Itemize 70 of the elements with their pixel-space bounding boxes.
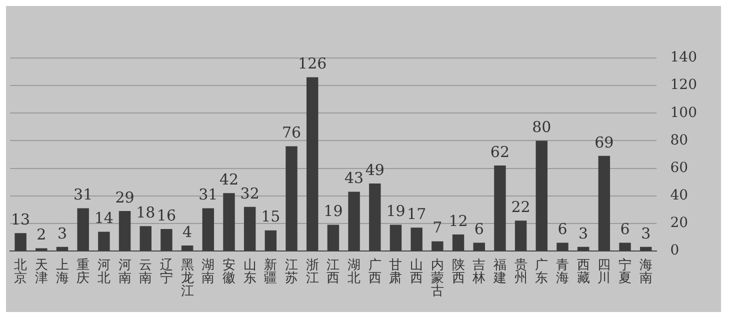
data-label: 14 <box>94 209 114 228</box>
data-label: 32 <box>240 184 260 202</box>
x-tick-label: 陕西 <box>452 258 465 286</box>
x-tick-label: 湖南 <box>202 258 215 286</box>
x-tick-label: 海南 <box>639 258 652 286</box>
y-tick-label: 80 <box>670 132 688 148</box>
x-tick-label: 黑龙江 <box>180 258 194 299</box>
data-label: 6 <box>474 220 484 238</box>
x-tick-label: 重庆 <box>76 258 90 286</box>
data-label: 2 <box>36 226 46 244</box>
x-tick-label: 浙江 <box>306 258 319 286</box>
data-label: 3 <box>578 224 588 242</box>
data-label: 42 <box>219 170 239 188</box>
data-label: 29 <box>115 188 134 206</box>
x-tick-label: 河北 <box>97 258 110 286</box>
x-tick-label: 北京 <box>14 258 28 286</box>
data-label: 43 <box>344 169 364 188</box>
x-tick-label: 江苏 <box>285 258 298 286</box>
x-tick-label: 青海 <box>556 258 569 286</box>
x-tick-label: 云南 <box>139 258 152 286</box>
y-tick-label: 0 <box>670 242 680 259</box>
data-label: 31 <box>198 186 218 204</box>
x-tick-label: 安徽 <box>222 256 236 286</box>
x-tick-label: 广西 <box>368 258 382 286</box>
data-label: 15 <box>261 208 280 226</box>
data-label: 76 <box>282 124 302 142</box>
data-label: 6 <box>620 220 630 238</box>
x-tick-label: 四川 <box>598 258 611 286</box>
y-tick-label: 40 <box>670 188 688 204</box>
data-label: 17 <box>407 204 426 223</box>
x-tick-label: 内蒙古 <box>430 258 444 299</box>
x-tick-label: 上海 <box>56 258 69 286</box>
data-label: 13 <box>11 210 30 228</box>
data-label: 12 <box>448 212 468 230</box>
data-label: 7 <box>432 218 442 237</box>
data-label: 49 <box>365 160 384 179</box>
x-tick-label: 天津 <box>34 258 48 286</box>
x-tick-label: 江西 <box>326 258 340 286</box>
data-label: 69 <box>594 133 614 152</box>
y-tick-label: 120 <box>670 77 698 94</box>
x-tick-label: 山东 <box>243 258 256 286</box>
x-tick-label: 贵州 <box>514 258 528 286</box>
data-label: 6 <box>558 220 568 238</box>
data-label: 3 <box>57 224 68 242</box>
data-label: 62 <box>490 142 510 161</box>
data-label: 22 <box>511 198 530 216</box>
x-tick-label: 山西 <box>410 258 424 286</box>
x-tick-label: 甘肃 <box>389 258 402 286</box>
y-tick-label: 100 <box>670 104 698 121</box>
data-label: 16 <box>156 206 176 224</box>
x-tick-label: 河南 <box>118 258 132 286</box>
x-tick-label: 宁夏 <box>618 256 632 286</box>
x-tick-label: 西藏 <box>576 258 590 286</box>
x-tick-label: 广东 <box>535 258 548 286</box>
x-tick-label: 新疆 <box>264 258 278 286</box>
data-label: 18 <box>136 204 156 222</box>
y-tick-label: 20 <box>670 215 688 232</box>
data-label: 19 <box>386 202 406 220</box>
data-label: 19 <box>324 202 343 220</box>
x-tick-label: 福建 <box>492 258 506 286</box>
data-label: 4 <box>182 222 192 241</box>
data-label: 126 <box>298 54 327 73</box>
data-label: 3 <box>641 224 651 242</box>
x-tick-label: 辽宁 <box>160 258 173 286</box>
x-tick-label: 吉林 <box>472 258 486 286</box>
x-tick-label: 湖北 <box>348 258 361 286</box>
data-label: 31 <box>74 186 93 204</box>
data-label: 80 <box>532 118 552 136</box>
y-tick-label: 60 <box>670 160 688 176</box>
y-tick-label: 140 <box>670 50 698 66</box>
